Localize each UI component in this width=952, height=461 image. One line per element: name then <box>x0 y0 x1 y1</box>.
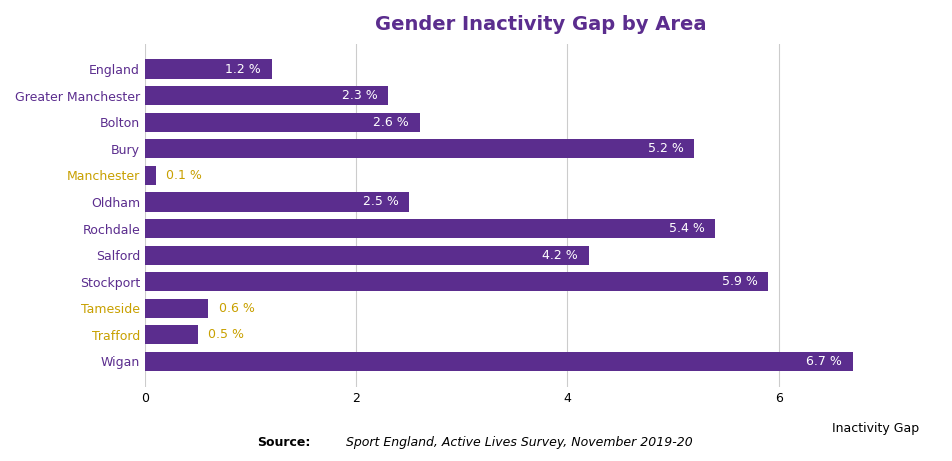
Text: 5.9 %: 5.9 % <box>722 275 758 288</box>
Text: 0.6 %: 0.6 % <box>219 302 255 315</box>
Bar <box>145 166 155 185</box>
Text: 5.4 %: 5.4 % <box>669 222 704 235</box>
Text: 4.2 %: 4.2 % <box>543 248 578 262</box>
Bar <box>145 272 768 291</box>
Bar <box>145 352 853 371</box>
Text: 6.7 %: 6.7 % <box>806 355 842 368</box>
Bar <box>145 86 387 105</box>
Title: Gender Inactivity Gap by Area: Gender Inactivity Gap by Area <box>375 15 706 34</box>
Text: 0.1 %: 0.1 % <box>166 169 202 182</box>
Text: Sport England, Active Lives Survey, November 2019-20: Sport England, Active Lives Survey, Nove… <box>338 437 693 449</box>
Text: 5.2 %: 5.2 % <box>647 142 684 155</box>
Text: 2.6 %: 2.6 % <box>373 116 409 129</box>
Bar <box>145 192 409 212</box>
Bar <box>145 325 198 344</box>
Text: 0.5 %: 0.5 % <box>208 328 245 342</box>
Bar <box>145 59 271 79</box>
Text: 1.2 %: 1.2 % <box>226 63 261 76</box>
Text: 2.5 %: 2.5 % <box>363 195 399 208</box>
Bar <box>145 299 208 318</box>
Bar <box>145 139 694 159</box>
Bar <box>145 112 420 132</box>
Text: Inactivity Gap: Inactivity Gap <box>831 422 919 435</box>
Bar <box>145 246 588 265</box>
Text: Source:: Source: <box>257 437 310 449</box>
Bar <box>145 219 715 238</box>
Text: 2.3 %: 2.3 % <box>342 89 377 102</box>
